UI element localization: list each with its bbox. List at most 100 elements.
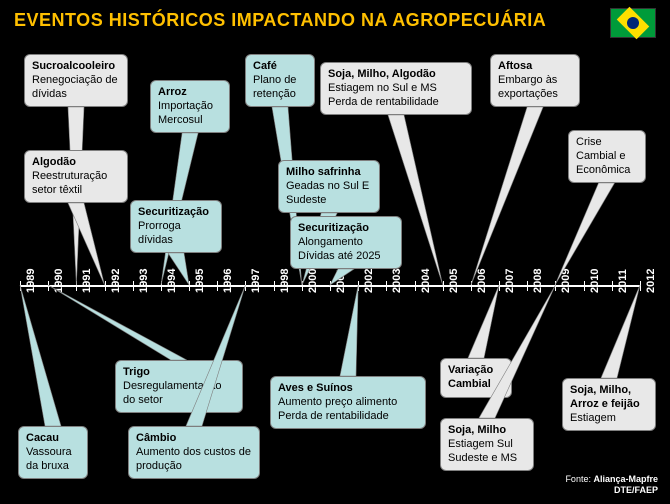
timeline-tick bbox=[274, 281, 275, 291]
year-label-1997: 1997 bbox=[250, 269, 262, 293]
timeline-tick bbox=[48, 281, 49, 291]
year-label-2004: 2004 bbox=[420, 269, 432, 293]
callout-body: Aumento dos custos de produção bbox=[136, 446, 251, 472]
callout-soja-milho-arroz-feijao: Soja, Milho, Arroz e feijãoEstiagem bbox=[562, 378, 656, 431]
callout-variacao-cambial: Variação Cambial bbox=[440, 358, 512, 398]
callout-body: Estiagem no Sul e MS Perda de rentabilid… bbox=[328, 82, 439, 108]
year-label-1990: 1990 bbox=[53, 269, 65, 293]
timeline-tick bbox=[612, 281, 613, 291]
callout-milho-safrinha: Milho safrinhaGeadas no Sul E Sudeste bbox=[278, 160, 380, 213]
year-label-2006: 2006 bbox=[476, 269, 488, 293]
year-label-2000: 2000 bbox=[307, 269, 319, 293]
year-label-1993: 1993 bbox=[138, 269, 150, 293]
callout-title: Sucroalcooleiro bbox=[32, 60, 120, 74]
source-dept: DTE/FAEP bbox=[614, 485, 658, 495]
timeline-tick bbox=[161, 281, 162, 291]
timeline-tick bbox=[217, 281, 218, 291]
callout-body: Estiagem Sul Sudeste e MS bbox=[448, 438, 517, 464]
year-label-2003: 2003 bbox=[391, 269, 403, 293]
callout-pointer bbox=[465, 284, 500, 359]
callout-algodao: AlgodãoReestruturação setor têxtil bbox=[24, 150, 128, 203]
timeline-tick bbox=[133, 281, 134, 291]
callout-pointer bbox=[19, 284, 64, 427]
callout-title: Aftosa bbox=[498, 60, 572, 74]
callout-arroz: ArrozImportação Mercosul bbox=[150, 80, 230, 133]
callout-aves-suinos: Aves e SuínosAumento preço alimento Perd… bbox=[270, 376, 426, 429]
year-label-1994: 1994 bbox=[166, 269, 178, 293]
callout-body: Vassoura da bruxa bbox=[26, 446, 72, 472]
year-label-1996: 1996 bbox=[222, 269, 234, 293]
callout-title: Soja, Milho, Algodão bbox=[328, 68, 464, 82]
timeline-tick bbox=[584, 281, 585, 291]
callout-title: Algodão bbox=[32, 156, 120, 170]
callout-aftosa: AftosaEmbargo às exportações bbox=[490, 54, 580, 107]
callout-securitizacao2: SecuritizaçãoAlongamento Dívidas até 202… bbox=[290, 216, 402, 269]
callout-cacau: CacauVassoura da bruxa bbox=[18, 426, 88, 479]
callout-pointer bbox=[337, 284, 359, 377]
callout-body: Alongamento Dívidas até 2025 bbox=[298, 236, 381, 262]
timeline-tick bbox=[330, 281, 331, 291]
year-label-2002: 2002 bbox=[363, 269, 375, 293]
year-label-1992: 1992 bbox=[110, 269, 122, 293]
year-label-2012: 2012 bbox=[645, 269, 657, 293]
timeline-tick bbox=[471, 281, 472, 291]
year-label-1998: 1998 bbox=[279, 269, 291, 293]
year-label-2011: 2011 bbox=[617, 269, 629, 293]
callout-title: Securitização bbox=[138, 206, 214, 220]
callout-soja-milho-algodao: Soja, Milho, AlgodãoEstiagem no Sul e MS… bbox=[320, 62, 472, 115]
year-label-2005: 2005 bbox=[448, 269, 460, 293]
callout-pointer bbox=[598, 284, 641, 379]
timeline-tick bbox=[189, 281, 190, 291]
callout-trigo: TrigoDesregulamentação do setor bbox=[115, 360, 243, 413]
timeline-tick bbox=[302, 281, 303, 291]
year-label-2001: 2001 bbox=[335, 269, 347, 293]
callout-soja-milho-estiagem: Soja, MilhoEstiagem Sul Sudeste e MS bbox=[440, 418, 534, 471]
callout-crise: Crise Cambial e Econômica bbox=[568, 130, 646, 183]
year-label-1989: 1989 bbox=[25, 269, 37, 293]
timeline-axis: 1989199019911992199319941995199619971998… bbox=[20, 285, 640, 287]
callout-body: Reestruturação setor têxtil bbox=[32, 170, 107, 196]
timeline-tick bbox=[20, 281, 21, 291]
callout-body: Importação Mercosul bbox=[158, 100, 213, 126]
callout-pointer bbox=[470, 106, 546, 286]
callout-title: Arroz bbox=[158, 86, 222, 100]
callout-body: Desregulamentação do setor bbox=[123, 380, 221, 406]
timeline-tick bbox=[555, 281, 556, 291]
callout-title: Milho safrinha bbox=[286, 166, 372, 180]
timeline-tick bbox=[245, 281, 246, 291]
callout-title: Cacau bbox=[26, 432, 80, 446]
callout-title: Aves e Suínos bbox=[278, 382, 418, 396]
source-label: Fonte: bbox=[565, 474, 591, 484]
timeline-tick bbox=[527, 281, 528, 291]
source-org: Aliança-Mapfre bbox=[593, 474, 658, 484]
timeline-tick bbox=[386, 281, 387, 291]
callout-title: Café bbox=[253, 60, 307, 74]
timeline-tick bbox=[76, 281, 77, 291]
callout-body: Estiagem bbox=[570, 412, 616, 424]
timeline-tick bbox=[499, 281, 500, 291]
callout-title: Securitização bbox=[298, 222, 394, 236]
callout-body: Geadas no Sul E Sudeste bbox=[286, 180, 369, 206]
callout-cafe: CaféPlano de retenção bbox=[245, 54, 315, 107]
callout-title: Soja, Milho, Arroz e feijão bbox=[570, 384, 648, 412]
callout-pointer bbox=[47, 284, 190, 361]
year-label-2007: 2007 bbox=[504, 269, 516, 293]
callout-body: Embargo às exportações bbox=[498, 74, 558, 100]
timeline-tick bbox=[105, 281, 106, 291]
timeline-tick bbox=[443, 281, 444, 291]
year-label-1991: 1991 bbox=[81, 269, 93, 293]
callout-title: Soja, Milho bbox=[448, 424, 526, 438]
year-label-2008: 2008 bbox=[532, 269, 544, 293]
source-credit: Fonte: Aliança-Mapfre DTE/FAEP bbox=[565, 474, 658, 496]
timeline-tick bbox=[640, 281, 641, 291]
timeline-tick bbox=[358, 281, 359, 291]
callout-body: Renegociação de dívidas bbox=[32, 74, 118, 100]
callout-title: Variação Cambial bbox=[448, 364, 504, 392]
year-label-1995: 1995 bbox=[194, 269, 206, 293]
callout-sucroalcooleiro: SucroalcooleiroRenegociação de dívidas bbox=[24, 54, 128, 107]
callout-title: Câmbio bbox=[136, 432, 252, 446]
year-label-2009: 2009 bbox=[560, 269, 572, 293]
year-label-2010: 2010 bbox=[589, 269, 601, 293]
page-title: EVENTOS HISTÓRICOS IMPACTANDO NA AGROPEC… bbox=[0, 0, 670, 31]
callout-body: Prorroga dívidas bbox=[138, 220, 181, 246]
